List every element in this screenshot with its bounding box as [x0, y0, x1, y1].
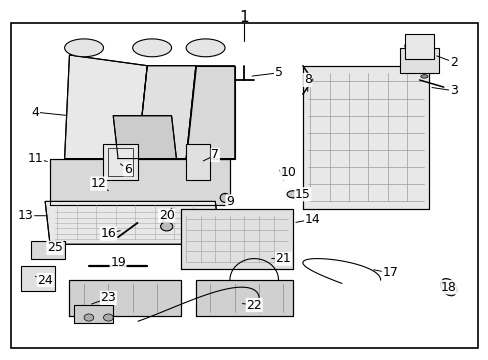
Text: 17: 17: [373, 266, 398, 279]
Polygon shape: [137, 66, 196, 158]
Polygon shape: [181, 208, 292, 269]
Text: 2: 2: [436, 55, 457, 69]
Bar: [103, 144, 137, 180]
Text: 12: 12: [91, 177, 108, 191]
Bar: [404, 33, 433, 59]
Polygon shape: [64, 55, 147, 158]
Text: 4: 4: [31, 105, 66, 119]
Polygon shape: [186, 66, 234, 158]
Text: 16: 16: [100, 227, 120, 240]
Ellipse shape: [132, 39, 171, 57]
Text: 5: 5: [252, 66, 282, 79]
Text: 18: 18: [440, 280, 456, 294]
Text: 22: 22: [242, 298, 262, 311]
Ellipse shape: [420, 75, 427, 78]
Text: 3: 3: [431, 84, 457, 97]
Ellipse shape: [186, 39, 224, 57]
Text: 19: 19: [110, 256, 126, 269]
Text: 14: 14: [295, 213, 320, 226]
Text: 6: 6: [120, 163, 131, 176]
Ellipse shape: [84, 314, 94, 321]
Polygon shape: [302, 66, 428, 208]
Ellipse shape: [64, 39, 103, 57]
Text: 25: 25: [47, 241, 62, 255]
Polygon shape: [196, 280, 292, 316]
Polygon shape: [45, 202, 220, 244]
Ellipse shape: [220, 193, 229, 202]
Bar: [399, 48, 438, 73]
Text: 21: 21: [271, 252, 291, 265]
Text: 10: 10: [280, 166, 296, 180]
Bar: [21, 266, 55, 291]
Ellipse shape: [103, 314, 113, 321]
Text: 23: 23: [91, 291, 116, 305]
Polygon shape: [69, 280, 181, 316]
Ellipse shape: [404, 39, 433, 53]
Text: 7: 7: [203, 148, 219, 162]
Bar: [186, 144, 210, 180]
Text: 24: 24: [35, 274, 53, 287]
Text: 20: 20: [159, 209, 174, 222]
Bar: [30, 241, 64, 258]
Text: 1: 1: [239, 10, 249, 25]
Text: 15: 15: [292, 188, 310, 201]
Bar: [108, 148, 132, 176]
Bar: [74, 305, 113, 323]
Ellipse shape: [160, 222, 172, 231]
Ellipse shape: [440, 279, 456, 296]
Text: 13: 13: [18, 209, 47, 222]
Text: 9: 9: [224, 194, 233, 208]
Polygon shape: [50, 158, 229, 205]
Polygon shape: [113, 116, 176, 158]
Text: 8: 8: [303, 73, 311, 91]
Text: 11: 11: [27, 152, 47, 165]
Ellipse shape: [286, 191, 299, 198]
